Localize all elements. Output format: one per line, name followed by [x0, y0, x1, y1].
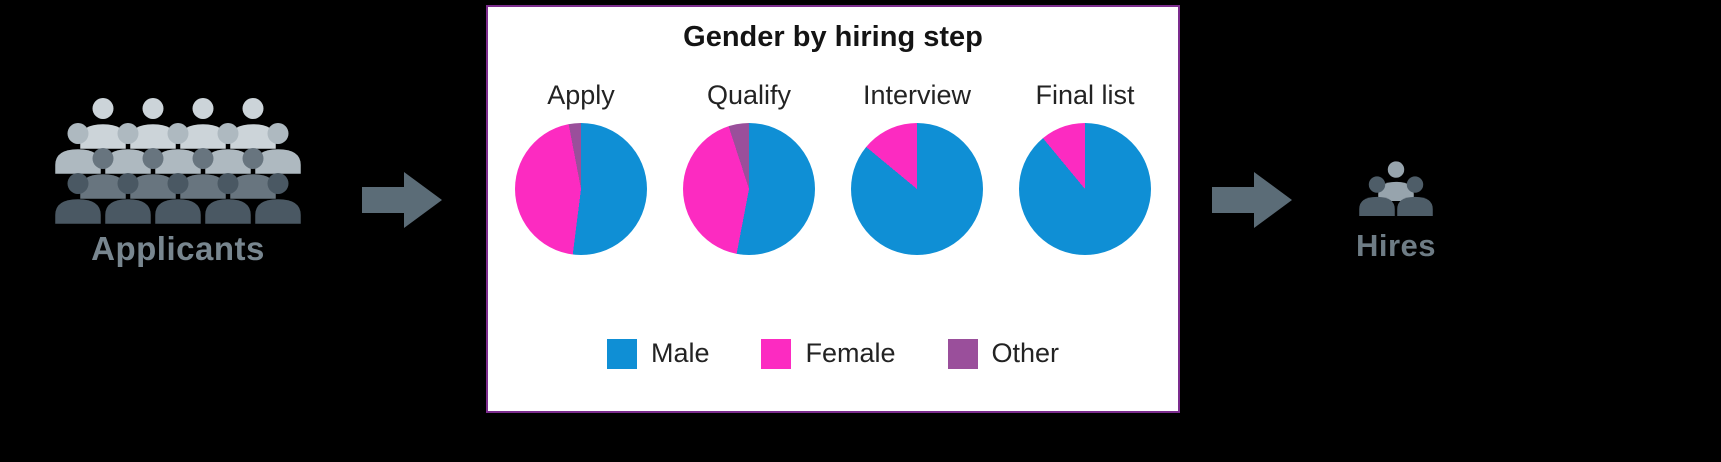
pie-label-apply: Apply — [547, 80, 615, 110]
person-icon — [230, 98, 276, 149]
legend-item-female: Female — [761, 338, 896, 369]
applicants-group: Applicants — [26, 96, 330, 268]
hires-label: Hires — [1355, 228, 1437, 263]
person-icon — [55, 123, 101, 174]
pie-qualify — [683, 123, 815, 255]
pie-label-qualify: Qualify — [706, 80, 792, 110]
person-icon — [180, 148, 226, 199]
person-icon — [80, 98, 126, 149]
person-icon — [205, 123, 251, 174]
applicants-crowd-icon — [53, 96, 303, 224]
legend-label-other: Other — [991, 338, 1060, 368]
legend-label-female: Female — [805, 338, 896, 368]
hires-crowd-icon — [1358, 160, 1434, 216]
legend-swatch-male — [606, 338, 637, 369]
person-icon — [255, 123, 301, 174]
person-icon — [155, 173, 201, 224]
pie-apply — [515, 123, 647, 255]
hires-group: Hires — [1322, 160, 1470, 264]
crowd-row — [78, 146, 278, 199]
pie-charts-row: Apply Qualify Interview Final list — [510, 80, 1156, 255]
person-icon — [105, 173, 151, 224]
chart-legend: Male Female Other — [606, 338, 1060, 369]
person-icon — [205, 173, 251, 224]
crowd-row — [1377, 160, 1415, 201]
person-icon — [105, 123, 151, 174]
pie-final-list — [1019, 123, 1151, 255]
pie-label-final-list: Final list — [1035, 80, 1135, 110]
person-icon — [255, 173, 301, 224]
pie-chart-apply: Apply — [510, 80, 652, 255]
crowd-row — [53, 171, 303, 224]
crowd-row — [53, 121, 303, 174]
legend-swatch-female — [761, 338, 792, 369]
person-icon — [1397, 176, 1433, 216]
flow-arrow-right-icon — [1212, 172, 1292, 228]
chart-panel: Gender by hiring step Apply Qualify Interv… — [486, 5, 1180, 413]
flow-arrow-left-icon — [362, 172, 442, 228]
person-icon — [1378, 161, 1414, 201]
legend-label-male: Male — [650, 338, 710, 368]
pie-chart-final-list: Final list — [1014, 80, 1156, 255]
legend-swatch-other — [947, 338, 978, 369]
pie-interview — [851, 123, 983, 255]
person-icon — [1359, 176, 1395, 216]
applicants-label: Applicants — [91, 230, 265, 267]
chart-title: Gender by hiring step — [683, 21, 983, 53]
person-icon — [130, 98, 176, 149]
person-icon — [180, 98, 226, 149]
person-icon — [230, 148, 276, 199]
legend-item-male: Male — [606, 338, 710, 369]
person-icon — [55, 173, 101, 224]
pie-chart-qualify: Qualify — [678, 80, 820, 255]
person-icon — [80, 148, 126, 199]
pie-chart-interview: Interview — [846, 80, 988, 255]
person-icon — [155, 123, 201, 174]
crowd-row — [78, 96, 278, 149]
person-icon — [130, 148, 176, 199]
crowd-row — [1358, 175, 1434, 216]
pie-label-interview: Interview — [862, 80, 972, 110]
legend-item-other: Other — [947, 338, 1060, 369]
